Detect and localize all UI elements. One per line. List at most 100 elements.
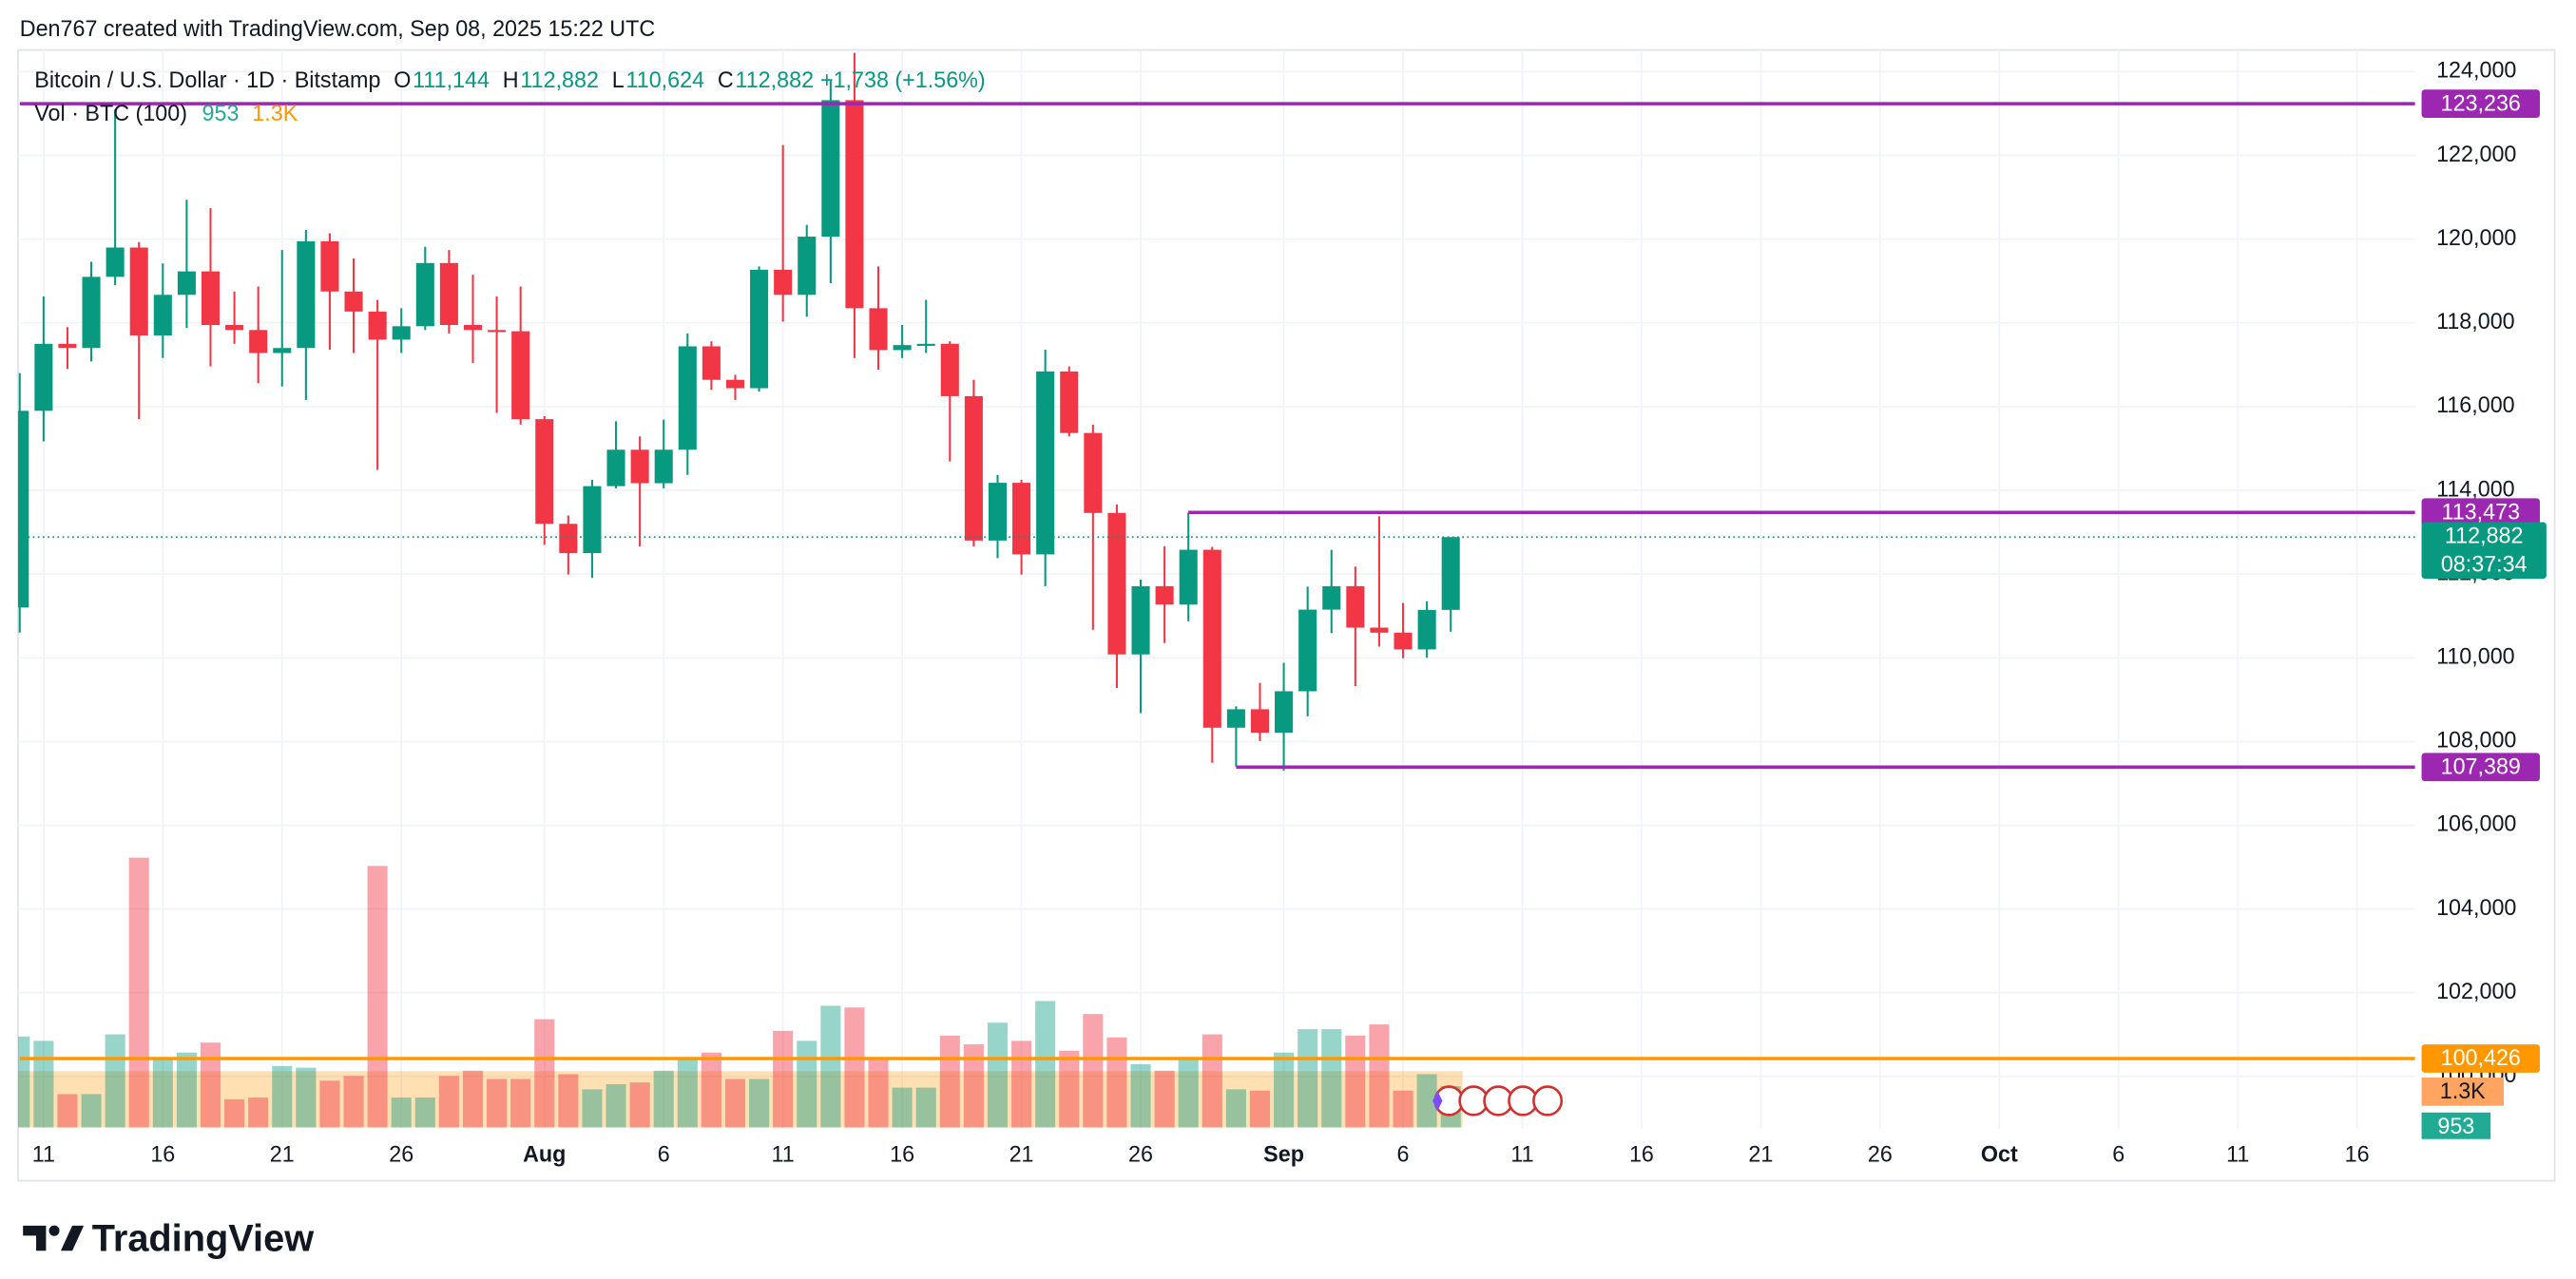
candle-body [988,483,1008,541]
y-tick-label: 104,000 [2436,895,2516,920]
volume-bar [105,1034,125,1128]
volume-labels: 1.3K 953 [2421,1077,2504,1139]
symbol-title: Bitcoin / U.S. Dollar · 1D · Bitstamp [34,67,380,92]
volume-bar [414,1098,435,1128]
candles [18,52,1460,772]
volume-bar [176,1052,197,1128]
y-tick-label: 116,000 [2436,392,2515,417]
chart-frame [17,48,2556,1182]
volume-bar [1393,1090,1413,1128]
x-tick-label: 11 [2226,1141,2249,1166]
candle-body [463,325,483,331]
y-tick-label: 122,000 [2436,142,2516,166]
candle-body [1202,549,1221,728]
candle-body [1250,709,1270,734]
y-tick-label: 118,000 [2436,309,2515,334]
x-tick-label: 26 [1868,1141,1893,1166]
price-label: 113,473 [2441,499,2520,524]
candle-body [1275,691,1294,734]
candle-body [129,247,148,336]
price-label-box [2421,753,2540,782]
candle-body [1179,549,1198,605]
price-label: 107,389 [2441,754,2521,778]
events [1432,1085,1564,1117]
candle-body [511,331,530,420]
candle-body [320,240,339,292]
volume-bar [582,1089,603,1128]
y-tick-label: 120,000 [2436,225,2516,250]
candle-body [630,449,649,484]
volume-value: 953 [202,101,240,125]
candle-body [368,311,387,340]
volume-bar [820,1005,841,1128]
candle-body [344,291,363,312]
x-tick-label: Oct [1981,1141,2018,1166]
candle-body [34,343,53,411]
candle-body [606,449,625,487]
candle-body [177,271,196,296]
volume-bar [1369,1024,1390,1128]
volume-bar [1298,1029,1318,1128]
volume-bar [749,1079,770,1128]
brand-logo: TradingView [23,1217,315,1259]
volume-bar [367,866,388,1128]
candle-body [654,449,673,484]
volume-bar [797,1040,817,1128]
candle-body [678,346,697,450]
x-tick-label: 11 [1510,1141,1533,1166]
candle-body [18,410,29,608]
candle-body [1394,632,1413,650]
header: Den767 created with TradingView.com, Sep… [20,16,656,41]
volume-bar [200,1042,221,1128]
volume-bar [1416,1074,1437,1128]
candle-body [964,395,983,541]
event-icon[interactable] [1532,1085,1564,1117]
volume-bar [319,1080,340,1128]
candle-body [750,269,769,389]
candle-body [415,262,434,327]
logo-mark [48,1225,60,1236]
x-tick-label: 6 [1397,1141,1410,1166]
candle-body [1417,609,1436,650]
change: +1,738 (+1.56%) [820,67,986,92]
volume-bar [606,1083,626,1128]
volume-bar [224,1098,245,1128]
volume-ma-label: 1.3K [2440,1079,2486,1103]
candle-body [869,308,888,351]
candle-body [940,343,959,396]
x-tick-label: 21 [270,1141,295,1166]
volume-bar [1225,1089,1246,1128]
price-label: 100,426 [2441,1045,2521,1070]
ohlc-value: 112,882 [520,67,599,92]
candle-body [1370,627,1389,633]
last-price-box [2421,522,2547,580]
candle-body [845,100,864,309]
x-tick-label: 11 [32,1141,55,1166]
ohlc-name: L [612,67,625,92]
candle-body [1441,537,1460,610]
candle-body [392,326,411,340]
x-tick-label: 26 [389,1141,413,1166]
candle-body [106,247,125,277]
volume-bar [773,1030,794,1128]
candle-body [725,379,745,389]
x-tick-label: 16 [150,1141,175,1166]
volume-bar [272,1065,293,1128]
price-label: 123,236 [2441,90,2521,115]
volume-bar [1011,1040,1032,1128]
candle-body [1131,585,1150,655]
candle-body [249,330,268,353]
logo-mark [60,1225,85,1251]
volume-bar [701,1052,721,1128]
candle-body [559,524,578,554]
volume-bar [1154,1070,1175,1128]
y-tick-label: 102,000 [2436,979,2516,1003]
candle-body [1155,585,1174,605]
volume-bar [1130,1063,1151,1128]
candle-body [1226,709,1245,728]
candle-body [1107,512,1126,655]
ohlc-value: 110,624 [625,67,704,92]
volume-pane [18,857,1463,1128]
candle-body [1036,371,1055,555]
